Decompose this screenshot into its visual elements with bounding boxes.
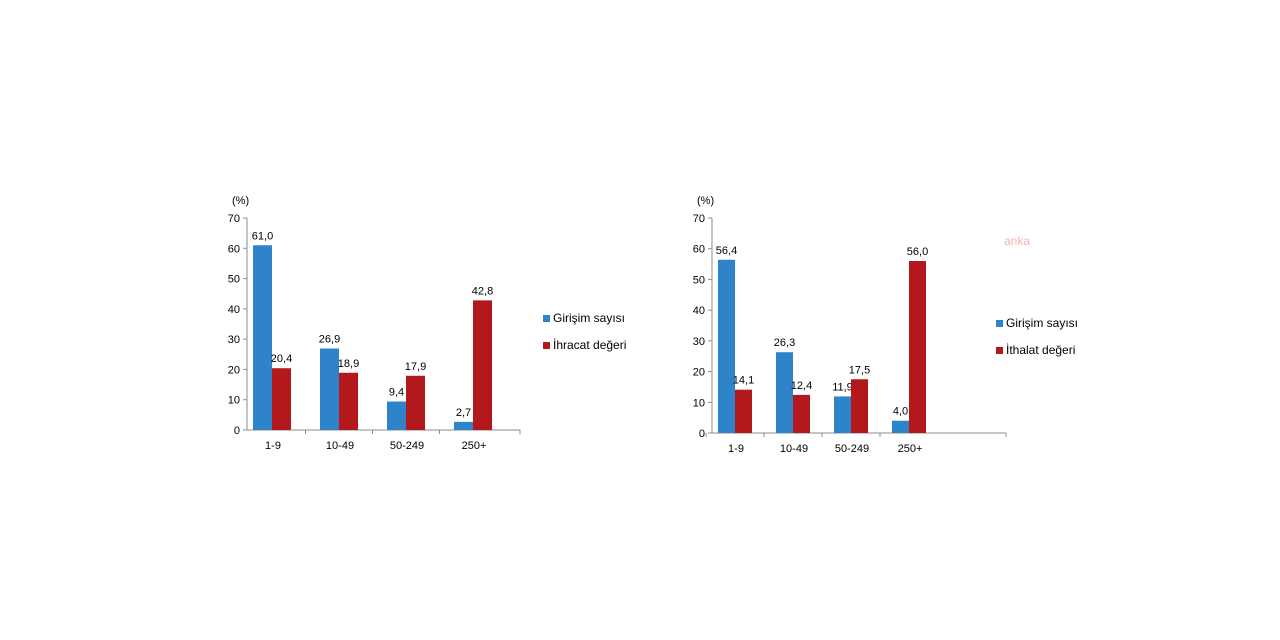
bar-dis-ticaret-degeri bbox=[851, 379, 868, 433]
y-tick-label: 0 bbox=[234, 425, 240, 437]
y-tick-label: 40 bbox=[693, 305, 705, 317]
bar-dis-ticaret-degeri bbox=[909, 261, 926, 433]
bar-girisim-sayisi bbox=[892, 420, 909, 433]
bar-girisim-sayisi bbox=[320, 348, 339, 430]
x-category-label: 50-249 bbox=[835, 443, 869, 455]
bar-value-label: 11,9 bbox=[832, 381, 853, 393]
bar-value-label: 9,4 bbox=[389, 387, 404, 399]
bar-girisim-sayisi bbox=[834, 396, 851, 433]
export-chart: (%) 0 10 20 30 40 50 60 70 1-9 61,0 20,4 10-49 26,9 18… bbox=[228, 195, 627, 452]
bar-value-label: 2,7 bbox=[456, 407, 471, 419]
y-unit-label: (%) bbox=[697, 195, 714, 207]
watermark-text: anka bbox=[1004, 234, 1030, 248]
bar-value-label: 61,0 bbox=[252, 230, 273, 242]
y-tick-label: 30 bbox=[693, 336, 705, 348]
legend-label-girisim-sayisi: Girişim sayısı bbox=[1006, 316, 1078, 330]
y-tick-label: 70 bbox=[693, 213, 705, 225]
bar-dis-ticaret-degeri bbox=[406, 375, 425, 430]
y-tick-label: 50 bbox=[228, 274, 240, 286]
bar-value-label: 56,0 bbox=[907, 246, 928, 258]
bar-value-label: 17,9 bbox=[405, 361, 426, 373]
bar-girisim-sayisi bbox=[387, 401, 406, 430]
x-category-label: 10-49 bbox=[326, 440, 354, 452]
y-unit-label: (%) bbox=[232, 195, 249, 207]
import-chart: (%) 0 10 20 30 40 50 60 70 1-9 56,4 14,1 10-49 26,3 12… bbox=[693, 195, 1078, 455]
x-category-label: 10-49 bbox=[780, 443, 808, 455]
bar-girisim-sayisi bbox=[454, 421, 473, 430]
x-category-label: 50-249 bbox=[390, 440, 424, 452]
y-tick-label: 20 bbox=[228, 364, 240, 376]
bar-value-label: 26,3 bbox=[774, 337, 795, 349]
legend-swatch-girisim-sayisi bbox=[543, 315, 550, 322]
bar-girisim-sayisi bbox=[776, 352, 793, 433]
bar-dis-ticaret-degeri bbox=[272, 368, 291, 430]
bar-value-label: 42,8 bbox=[472, 285, 493, 297]
bar-value-label: 56,4 bbox=[716, 245, 737, 257]
y-tick-label: 10 bbox=[693, 397, 705, 409]
bar-value-label: 18,9 bbox=[338, 358, 359, 370]
y-tick-label: 70 bbox=[228, 213, 240, 225]
bar-value-label: 4,0 bbox=[893, 406, 908, 418]
bar-dis-ticaret-degeri bbox=[793, 394, 810, 433]
y-tick-label: 50 bbox=[693, 274, 705, 286]
bar-value-label: 17,5 bbox=[849, 364, 870, 376]
y-tick-label: 10 bbox=[228, 395, 240, 407]
bar-value-label: 14,1 bbox=[733, 375, 754, 387]
bar-girisim-sayisi bbox=[718, 259, 735, 433]
x-category-label: 1-9 bbox=[265, 440, 281, 452]
legend-swatch-dis-ticaret-degeri bbox=[996, 347, 1003, 354]
bar-dis-ticaret-degeri bbox=[735, 389, 752, 433]
y-tick-label: 0 bbox=[699, 428, 705, 440]
y-tick-label: 60 bbox=[228, 243, 240, 255]
y-tick-label: 20 bbox=[693, 367, 705, 379]
x-category-label: 250+ bbox=[898, 443, 923, 455]
y-tick-label: 60 bbox=[693, 244, 705, 256]
legend-swatch-dis-ticaret-degeri bbox=[543, 342, 550, 349]
legend-label-girisim-sayisi: Girişim sayısı bbox=[553, 311, 625, 325]
bar-girisim-sayisi bbox=[253, 245, 272, 430]
bar-dis-ticaret-degeri bbox=[339, 372, 358, 430]
legend-label-dis-ticaret-degeri: İhracat değeri bbox=[553, 338, 626, 352]
bar-value-label: 20,4 bbox=[271, 353, 292, 365]
x-category-label: 1-9 bbox=[728, 443, 744, 455]
bar-value-label: 26,9 bbox=[319, 334, 340, 346]
y-tick-label: 30 bbox=[228, 334, 240, 346]
bar-dis-ticaret-degeri bbox=[473, 300, 492, 430]
bar-value-label: 12,4 bbox=[791, 380, 812, 392]
x-category-label: 250+ bbox=[462, 440, 487, 452]
legend-swatch-girisim-sayisi bbox=[996, 320, 1003, 327]
y-tick-label: 40 bbox=[228, 304, 240, 316]
legend-label-dis-ticaret-degeri: İthalat değeri bbox=[1006, 343, 1075, 357]
